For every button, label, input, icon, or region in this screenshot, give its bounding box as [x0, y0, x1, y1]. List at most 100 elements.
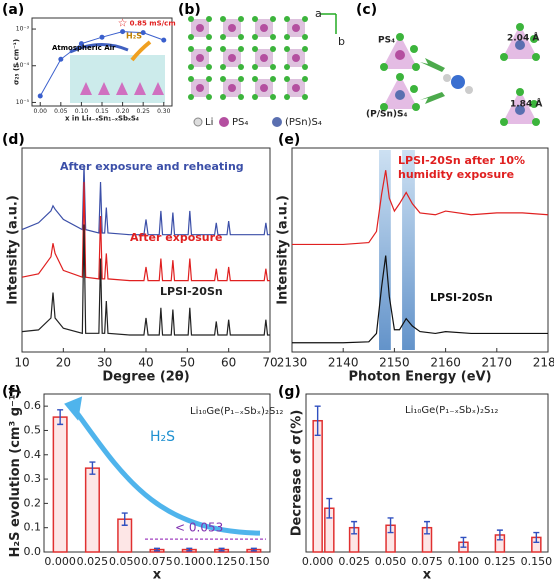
panel-label: (f) — [2, 384, 21, 400]
x-tick-label: 0.20 — [116, 108, 130, 115]
atom — [220, 46, 226, 52]
x-tick-label: 0.025 — [77, 555, 109, 568]
axis-a: a — [315, 7, 322, 20]
series-label: After exposure — [130, 231, 223, 244]
inset-tet — [152, 82, 164, 95]
atom — [238, 94, 244, 100]
atom — [228, 84, 236, 92]
x-tick-label: 2160 — [430, 355, 461, 369]
atom — [188, 46, 194, 52]
atom — [270, 34, 276, 40]
error-bar — [351, 520, 358, 535]
atom — [188, 94, 194, 100]
x-tick-label: 2140 — [328, 355, 359, 369]
error-bar — [533, 531, 540, 543]
label: PS₄ — [378, 36, 395, 46]
series-label-box: LPSI-20Sn after 10% humidity exposure — [398, 154, 526, 181]
atom — [516, 88, 524, 96]
series-label: LPSI-20Sn after 10% humidity exposure — [398, 154, 526, 181]
y-tick-label: 0.4 — [24, 448, 42, 461]
data-point — [37, 93, 43, 99]
atom — [238, 76, 244, 82]
atom — [260, 24, 268, 32]
data-line — [21, 224, 270, 336]
water-h — [465, 86, 473, 94]
x-tick-label: 20 — [56, 355, 71, 369]
atom — [220, 16, 226, 22]
atom — [270, 94, 276, 100]
panel-label: (a) — [2, 2, 24, 18]
atom — [292, 54, 300, 62]
annotation: Li₁₀Ge(P₁₋ₓSbₓ)₂S₁₂ — [405, 405, 498, 416]
x-tick-label: 30 — [97, 355, 112, 369]
atom — [500, 53, 508, 61]
atom — [410, 85, 418, 93]
data-point — [58, 56, 64, 62]
x-tick-label: 0.100 — [448, 555, 480, 568]
highlight-band — [402, 150, 415, 350]
x-tick-label: 70 — [262, 355, 277, 369]
inset-tet — [80, 82, 92, 95]
atom — [196, 24, 204, 32]
atom — [412, 63, 420, 71]
error-bar — [186, 547, 193, 552]
atom — [260, 54, 268, 62]
data-line — [292, 170, 549, 246]
series-label: LPSI-20Sn — [160, 285, 223, 298]
h2s-arrow — [130, 40, 152, 62]
atom — [228, 24, 236, 32]
atom — [516, 23, 524, 31]
atom — [396, 33, 404, 41]
water-o — [451, 75, 465, 89]
atom — [515, 40, 525, 50]
data-line — [21, 181, 270, 282]
x-tick-label: 0.150 — [521, 555, 553, 568]
x-tick-label: 50 — [180, 355, 195, 369]
y-axis-label: Intensity (a.u.) — [276, 195, 291, 305]
x-axis-label: Photon Energy (eV) — [348, 370, 491, 385]
inset-tet — [98, 82, 110, 95]
atom — [188, 34, 194, 40]
atom — [270, 46, 276, 52]
atom — [220, 76, 226, 82]
annotation: < 0.053 — [175, 521, 223, 535]
bar — [312, 419, 323, 553]
atom — [252, 76, 258, 82]
x-tick-label: 0.075 — [141, 555, 173, 568]
panel-label: (b) — [178, 2, 201, 18]
x-tick-label: 0.025 — [338, 555, 370, 568]
atom — [206, 94, 212, 100]
y-tick-label: 0.2 — [24, 496, 42, 509]
atom — [292, 84, 300, 92]
label: 2.04 Å — [507, 33, 539, 44]
atom — [380, 103, 388, 111]
atom — [228, 54, 236, 62]
atom — [220, 94, 226, 100]
atom — [238, 16, 244, 22]
attack-arrow — [420, 92, 445, 104]
y-axis-label: Decrease of σ(%) — [290, 410, 305, 537]
ps4-icon — [219, 117, 229, 127]
atom — [284, 76, 290, 82]
legend-psns4: (PSn)S₄ — [285, 117, 322, 128]
label: (P/Sn)S₄ — [366, 110, 407, 120]
atom — [380, 63, 388, 71]
panel-label: (g) — [278, 384, 301, 400]
x-axis-label: x in Li₄₋ₓSn₁₋ₓSbₓS₄ — [65, 115, 139, 123]
x-tick-label: 0.25 — [136, 108, 150, 115]
x-tick-label: 40 — [138, 355, 153, 369]
annotation: H₂S — [150, 429, 175, 445]
y-axis-label: H₂S evolution (cm³ g⁻¹) — [8, 389, 23, 558]
error-bar — [326, 497, 333, 519]
atom — [284, 64, 290, 70]
atom — [252, 64, 258, 70]
bar — [84, 467, 100, 553]
atom — [238, 34, 244, 40]
atom — [530, 35, 538, 43]
error-bar — [460, 536, 467, 548]
atom — [395, 90, 405, 100]
x-tick-label: 0.000 — [302, 555, 334, 568]
y-axis-label: Intensity (a.u.) — [6, 195, 21, 305]
atom — [188, 76, 194, 82]
